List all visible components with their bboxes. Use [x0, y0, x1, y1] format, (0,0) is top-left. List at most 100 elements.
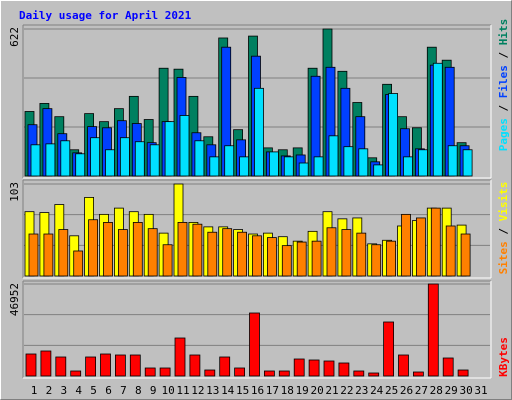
x-tick-label: 26	[400, 384, 413, 397]
bar	[132, 222, 143, 277]
x-tick-label: 24	[370, 384, 384, 397]
x-tick-label: 7	[120, 384, 127, 397]
x-tick-label: 16	[251, 384, 264, 397]
bar	[40, 350, 52, 377]
x-tick-label: 6	[105, 384, 112, 397]
bar	[401, 213, 411, 277]
bar	[222, 228, 233, 277]
bar	[371, 244, 382, 277]
bar	[60, 140, 71, 177]
bar	[442, 357, 454, 377]
bar	[373, 164, 384, 177]
bar	[457, 369, 469, 377]
x-tick-label: 12	[191, 384, 204, 397]
legend-entry: Pages	[497, 118, 510, 151]
bar	[115, 354, 126, 377]
bar	[368, 372, 380, 377]
bar	[55, 356, 67, 377]
bar	[118, 229, 128, 277]
bar	[432, 62, 443, 177]
bar	[356, 232, 367, 277]
bar	[447, 145, 458, 177]
x-tick-label: 11	[176, 384, 189, 397]
bar	[194, 140, 205, 177]
y-tick-label: 46952	[8, 283, 21, 316]
bar	[341, 229, 352, 277]
bar	[445, 225, 456, 277]
legend-entry: Visits	[497, 182, 510, 222]
bar	[204, 369, 216, 377]
bar	[174, 337, 186, 377]
x-tick-label: 21	[325, 384, 338, 397]
legend-separator: /	[497, 221, 510, 241]
bar	[386, 240, 397, 277]
bar	[460, 233, 471, 277]
bar	[224, 145, 235, 177]
bar	[144, 367, 156, 377]
bar	[388, 93, 399, 177]
x-tick-label: 2	[46, 384, 53, 397]
bar	[162, 244, 173, 277]
bar	[278, 370, 290, 377]
bar	[249, 312, 260, 377]
x-tick-label: 4	[75, 384, 82, 397]
bar	[159, 367, 171, 377]
bar	[252, 235, 262, 277]
bar	[358, 148, 369, 177]
bar	[75, 153, 86, 177]
chart-title: Daily usage for April 2021	[19, 9, 192, 22]
bar	[219, 356, 231, 377]
bar	[398, 354, 409, 377]
bar	[129, 354, 141, 377]
bar	[177, 222, 188, 277]
bar	[85, 356, 96, 377]
bar	[323, 360, 335, 377]
x-tick-label: 10	[161, 384, 174, 397]
bar	[430, 207, 441, 277]
x-tick-label: 14	[221, 384, 235, 397]
y-tick-label: 622	[8, 27, 21, 47]
legend-entry: Hits	[497, 19, 510, 46]
bar	[100, 353, 111, 377]
bar	[134, 141, 145, 177]
bar	[427, 283, 439, 377]
legend-entry: Sites	[497, 241, 510, 274]
bar	[239, 156, 250, 177]
x-tick-label: 29	[445, 384, 458, 397]
bar	[326, 227, 337, 277]
bar	[383, 321, 395, 377]
x-tick-label: 3	[60, 384, 67, 397]
bar	[88, 219, 98, 277]
bar	[90, 137, 100, 177]
x-tick-label: 13	[206, 384, 219, 397]
x-tick-label: 19	[296, 384, 309, 397]
bar	[103, 222, 113, 277]
bar	[30, 144, 41, 177]
bar	[164, 121, 175, 177]
x-tick-label: 9	[150, 384, 157, 397]
x-tick-label: 27	[415, 384, 428, 397]
x-tick-label: 8	[135, 384, 142, 397]
bar	[417, 149, 428, 177]
x-tick-label: 20	[310, 384, 323, 397]
legend: Pages / Files / Hits	[497, 19, 510, 152]
x-tick-label: 31	[474, 384, 487, 397]
bar	[179, 115, 190, 177]
x-tick-label: 15	[236, 384, 249, 397]
legend-separator: /	[497, 98, 510, 118]
bar	[281, 245, 292, 277]
bar	[343, 146, 354, 177]
x-tick-label: 28	[430, 384, 443, 397]
bar	[462, 149, 473, 177]
bar	[266, 237, 277, 277]
bar	[189, 354, 201, 377]
bar	[268, 151, 279, 177]
legend-separator: /	[497, 45, 510, 65]
x-tick-label: 23	[355, 384, 368, 397]
bar	[311, 240, 322, 277]
bar	[192, 223, 203, 277]
x-tick-label: 22	[340, 384, 353, 397]
bar	[298, 162, 309, 177]
